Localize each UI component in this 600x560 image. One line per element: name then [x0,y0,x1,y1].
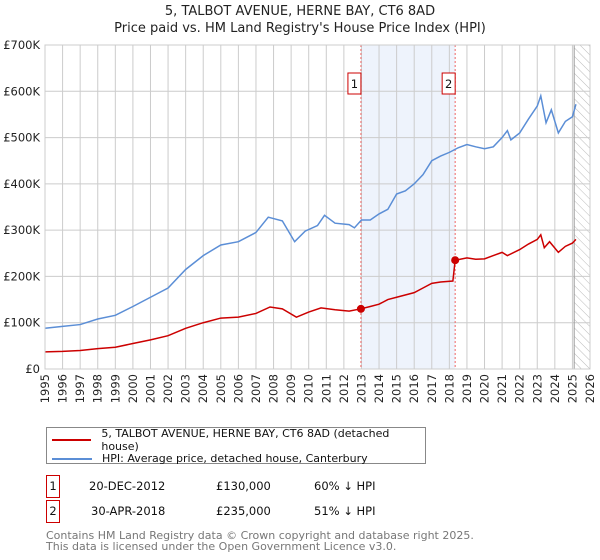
x-tick-label: 2025 [565,374,579,403]
chart-subtitle: Price paid vs. HM Land Registry's House … [114,21,486,36]
x-tick-label: 2019 [460,374,474,403]
sale-label-box [441,72,456,95]
x-tick-label: 1999 [108,374,122,403]
legend: 5, TALBOT AVENUE, HERNE BAY, CT6 8AD (de… [46,427,426,465]
sale-label: 2 [445,77,452,91]
legend-item-hpi: HPI: Average price, detached house, Cant… [47,449,425,468]
sale-hpi-diff: 51% ↓ HPI [314,504,376,518]
x-tick-label: 2011 [319,374,333,403]
x-tick-label: 1995 [38,374,52,403]
sale-price: £130,000 [216,479,271,493]
x-tick-label: 2000 [126,374,140,403]
y-tick-label: £300K [3,223,40,237]
x-tick-label: 1996 [56,374,70,403]
plot-frame [44,44,591,370]
sale-date: 20-DEC-2012 [89,479,166,493]
y-tick-label: £700K [3,38,40,52]
x-tick-label: 2016 [407,374,421,403]
x-tick-label: 2012 [337,374,351,403]
footer: Contains HM Land Registry data © Crown c… [46,530,474,552]
x-tick-label: 2023 [530,374,544,403]
x-tick-label: 1998 [91,374,105,403]
sale-row: 1 20-DEC-2012 £130,000 60% ↓ HPI [46,475,466,498]
x-tick-label: 2006 [231,374,245,403]
x-tick-label: 2004 [196,374,210,403]
y-tick-label: £500K [3,131,40,145]
forecast-hatch [574,45,590,369]
price-chart: £0 £100K £200K £300K £400K £500K £600K £700K 199… [3,38,597,403]
legend-swatch-price [52,438,92,441]
y-tick-label: £600K [3,84,40,98]
x-tick-label: 2018 [442,374,456,403]
legend-label: HPI: Average price, detached house, Cant… [102,452,368,465]
sale-point [356,304,365,313]
sale-label-box [347,72,362,95]
y-tick-label: £0 [25,362,40,376]
x-tick-label: 2013 [354,374,368,403]
x-tick-label: 2015 [390,374,404,403]
y-tick-label: £400K [3,177,40,191]
x-tick-label: 2009 [284,374,298,403]
sale-label: 1 [351,77,358,91]
x-tick-label: 2017 [425,374,439,403]
sale-date: 30-APR-2018 [91,504,166,518]
x-tick-label: 2008 [267,374,281,403]
x-tick-label: 2026 [583,374,597,403]
sale-point [451,256,460,265]
x-tick-label: 2002 [161,374,175,403]
legend-item-price: 5, TALBOT AVENUE, HERNE BAY, CT6 8AD (de… [47,427,425,453]
x-tick-label: 2007 [249,374,263,403]
sale-badge: 1 [46,475,60,498]
footer-licence: This data is licensed under the Open Gov… [46,540,397,553]
legend-swatch-hpi [52,457,92,460]
series-line-hpi [44,93,577,330]
x-tick-label: 2024 [548,374,562,403]
sale-row: 2 30-APR-2018 £235,000 51% ↓ HPI [46,500,466,523]
x-tick-label: 2021 [495,374,509,403]
x-tick-label: 2022 [513,374,527,403]
x-tick-label: 2003 [179,374,193,403]
x-tick-label: 2020 [478,374,492,403]
x-tick-label: 2001 [143,374,157,403]
y-tick-label: £200K [3,269,40,283]
x-tick-label: 2005 [214,374,228,403]
series-line-price [44,233,577,353]
x-tick-label: 1997 [73,374,87,403]
y-tick-label: £100K [3,316,40,330]
sale-price: £235,000 [216,504,271,518]
legend-label: 5, TALBOT AVENUE, HERNE BAY, CT6 8AD (de… [101,426,390,453]
x-tick-label: 2010 [302,374,316,403]
footer-copyright: Contains HM Land Registry data © Crown c… [46,529,474,542]
sale-hpi-diff: 60% ↓ HPI [314,479,376,493]
sale-badge: 2 [46,500,60,523]
sale-period-shading [360,45,456,369]
x-tick-label: 2014 [372,374,386,403]
chart-title: 5, TALBOT AVENUE, HERNE BAY, CT6 8AD [164,4,436,19]
